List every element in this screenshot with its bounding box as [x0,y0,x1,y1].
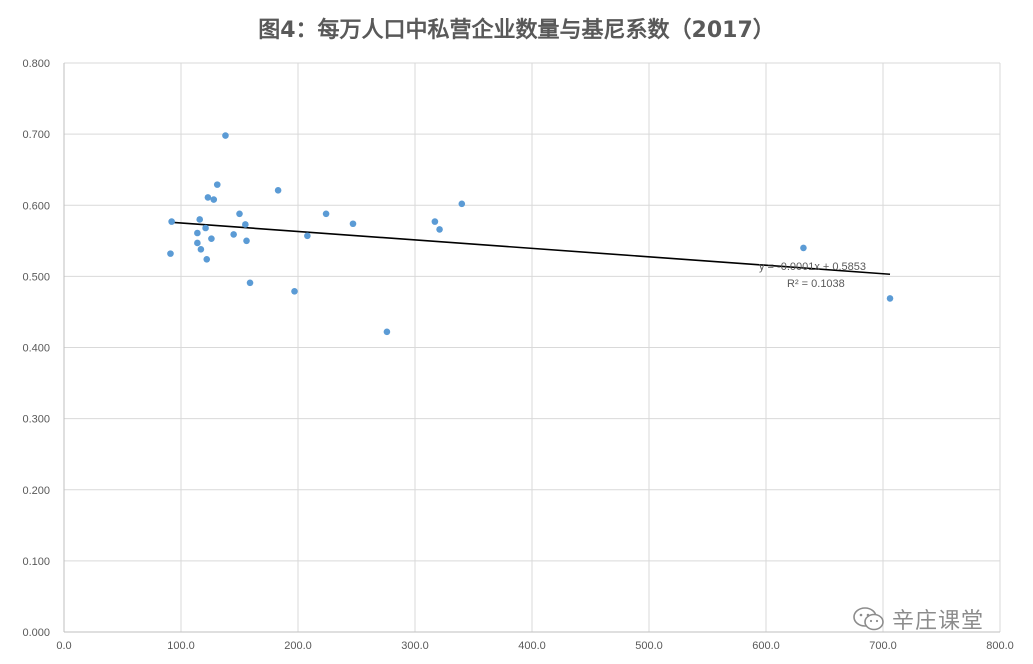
data-points [167,132,894,336]
data-point [194,229,201,237]
data-point [197,246,205,253]
trendline-group [171,221,891,276]
watermark: 辛庄课堂 [852,603,984,635]
axes [63,63,1000,633]
data-point [431,218,439,225]
x-tick-label: 0.0 [56,640,71,652]
data-point [208,235,215,242]
x-tick-label: 600.0 [752,640,780,652]
data-point [194,239,201,247]
x-tick-label: 700.0 [869,640,897,652]
x-tick-label: 200.0 [284,640,312,652]
tick-labels: 0.0 100.0 200.0 300.0 400.0 500.0 600.0 700.0 80… [22,58,1013,652]
trendline-labels: y = -0.0001x + 0.5853 R² = 0.1038 [759,261,866,290]
data-point [204,194,212,201]
data-point [230,231,237,238]
y-tick-label: 0.800 [22,58,50,70]
trendline [171,221,891,276]
y-tick-label: 0.300 [22,414,50,426]
data-point [210,196,218,203]
data-point [242,221,249,228]
watermark-text: 辛庄课堂 [892,609,985,634]
y-tick-label: 0.200 [22,485,50,497]
trendline-equation: y = -0.0001x + 0.5853 [759,261,866,273]
data-point [203,256,211,263]
data-point [436,226,443,233]
data-point [304,232,311,240]
data-point [246,279,254,287]
gridlines [64,62,1001,632]
y-tick-label: 0.700 [22,129,50,141]
x-tick-label: 300.0 [401,640,429,652]
data-point [383,328,391,336]
x-tick-label: 400.0 [518,640,546,652]
data-point [167,250,174,257]
y-tick-label: 0.000 [22,627,50,639]
x-tick-label: 500.0 [635,640,663,652]
data-point [800,244,807,252]
y-tick-label: 0.500 [22,271,50,283]
data-point [222,132,229,139]
y-tick-label: 0.400 [22,343,50,355]
chart-title: 图4：每万人口中私营企业数量与基尼系数（2017） [258,18,775,43]
data-point [274,187,282,194]
x-tick-label: 800.0 [986,640,1014,652]
trendline-r-squared: R² = 0.1038 [787,278,845,290]
data-point [236,210,243,218]
data-point [349,220,357,228]
wechat-icon [853,607,884,631]
data-point [886,295,894,302]
data-point [291,288,298,295]
data-point [243,237,250,245]
data-point [458,200,466,208]
data-point [322,210,330,218]
x-tick-label: 100.0 [167,640,195,652]
data-point [213,181,221,188]
y-tick-label: 0.100 [22,556,50,568]
data-point [202,224,209,232]
data-point [196,216,204,223]
data-point [168,218,175,225]
y-tick-label: 0.600 [22,200,50,212]
